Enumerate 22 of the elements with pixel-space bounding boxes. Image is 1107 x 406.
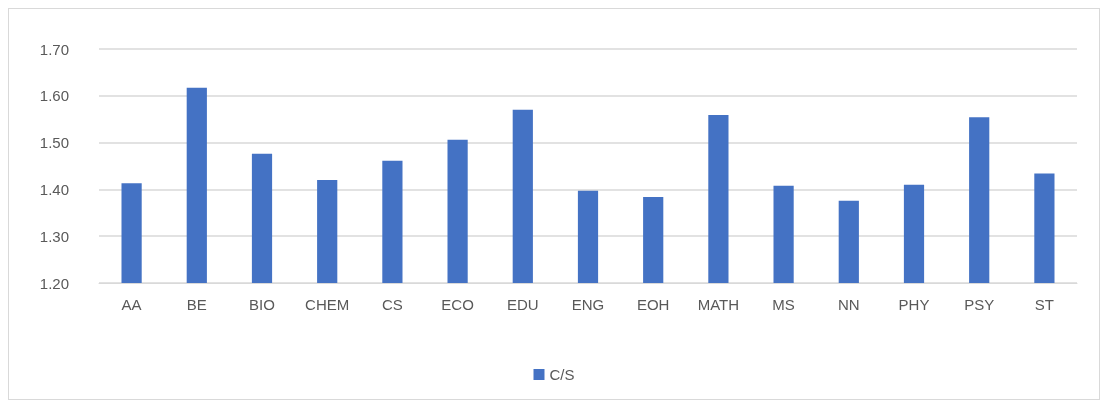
x-tick-label: BE [186, 296, 207, 313]
x-tick-label: PHY [898, 296, 930, 313]
y-tick-label: 1.50 [39, 134, 69, 152]
x-tick-label: PSY [964, 296, 995, 313]
x-tick-label: NN [837, 296, 860, 313]
y-tick-label: 1.20 [39, 274, 69, 292]
x-tick-label: MATH [697, 296, 740, 313]
y-tick-label: 1.60 [39, 87, 69, 105]
x-tick-label: ENG [571, 296, 605, 313]
y-tick-label: 1.40 [39, 180, 69, 198]
x-tick-label: EDU [506, 296, 539, 313]
x-tick-label: MS [772, 296, 795, 313]
y-tick-label: 1.30 [39, 227, 69, 245]
x-tick-label: CHEM [305, 296, 350, 313]
y-tick-label: 1.70 [39, 40, 69, 58]
x-tick-label: ECO [441, 296, 474, 313]
x-tick-label: AA [121, 296, 142, 313]
x-tick-label: CS [381, 296, 403, 313]
x-tick-label: EOH [636, 296, 670, 313]
legend-label: C/S [549, 366, 575, 383]
x-tick-label: ST [1034, 296, 1054, 313]
x-tick-label: BIO [249, 296, 275, 313]
